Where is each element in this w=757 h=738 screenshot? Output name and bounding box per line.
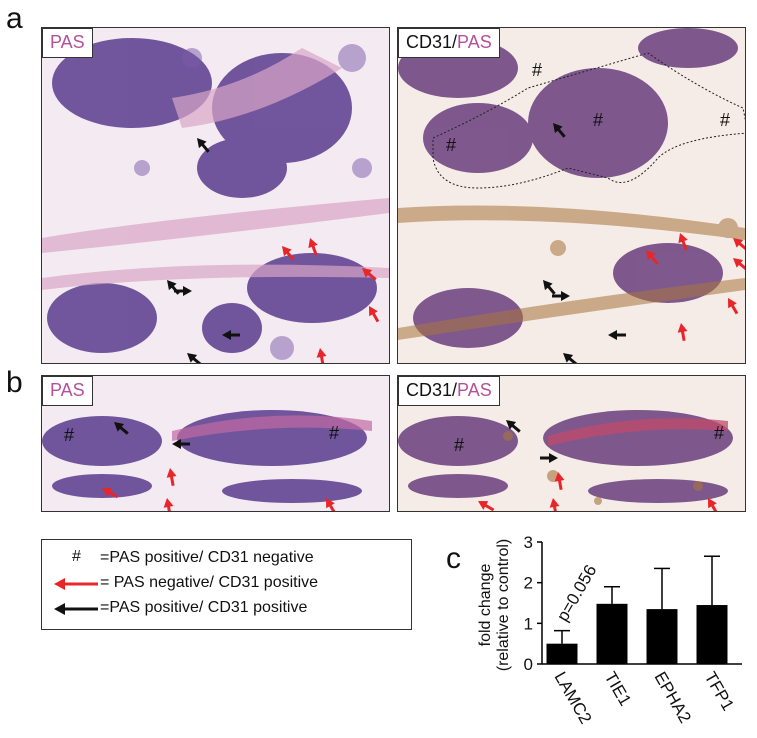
red-arrow-icon [166,468,177,486]
red-arrow-icon [362,268,377,281]
black-arrow-icon [543,280,556,295]
red-arrow-icon [678,233,688,251]
red-arrow-icon [478,501,495,511]
y-tick-label: 2 [524,574,533,593]
label-stain-pas: PAS [457,32,492,52]
x-tick-label: EPHA2 [651,669,695,727]
label-stain-cd31: CD31 [406,380,453,400]
red-arrow-icon [369,306,380,323]
black-arrow-icon [114,422,129,435]
hash-mark: # [446,135,456,155]
red-arrow-icon [708,498,718,511]
red-arrow-icon [646,250,659,265]
hash-mark: # [532,60,542,80]
panel-a-letter: a [6,2,23,35]
legend-text: =PAS positive/ CD31 negative [100,549,314,566]
red-arrow-icon [163,498,174,511]
hash-mark: # [714,423,724,443]
red-arrow-icon [316,348,327,363]
y-tick-label: 3 [524,533,533,552]
label-separator: / [452,32,458,52]
red-arrow-icon [728,298,739,315]
black-arrow-icon [553,123,566,138]
pas-tissue-image [42,28,389,363]
y-axis-label-sub: (relative to control) [495,539,512,672]
black-arrow-icon [172,439,190,449]
black-arrow-icon [552,291,570,301]
label-stain-cd31: CD31 [406,32,453,52]
black-arrow-icon [197,138,210,153]
hash-symbol: # [72,548,81,565]
bar [646,609,678,664]
label-separator: / [452,380,458,400]
bar-chart: 0 1 2 3 fold change (relative to control) LAMC… [477,533,742,728]
red-arrow-icon [102,488,119,499]
y-tick-label: 1 [524,614,533,633]
x-tick-label: TIE1 [601,669,635,710]
red-arrow-icon [733,258,745,271]
hash-mark: # [454,435,464,455]
hash-mark: # [593,110,603,130]
label-stain-pas: PAS [457,380,492,400]
black-arrow-icon [54,603,98,615]
x-tick-label: LAMC2 [551,669,596,728]
panel-c-letter: c [446,542,461,575]
black-arrow-icon [506,420,521,433]
panel-a-left-label: PAS [42,28,93,58]
panel-a-cd31-pas-micrograph: # # # # CD31/PAS [397,27,746,364]
red-arrow-icon [54,578,98,590]
label-stain-pas: PAS [50,380,85,400]
panel-b-pas-micrograph: # # PAS [41,375,390,512]
black-arrow-icon [540,453,558,463]
hash-mark: # [64,425,74,445]
black-arrow-icon [608,330,626,340]
p-value-annotation: p=0.056 [553,562,600,625]
hash-mark: # [329,423,339,443]
panel-b-right-label: CD31/PAS [398,376,500,406]
bar [596,603,628,664]
red-arrow-icon [677,323,688,341]
black-arrow-icon [187,353,202,363]
y-axis-label: fold change [477,564,494,647]
x-tick-label: TFP1 [701,669,738,714]
panel-b-letter: b [6,366,23,399]
red-arrow-icon [549,498,560,511]
panel-a-pas-micrograph: PAS [41,27,390,364]
black-arrow-icon [563,353,578,363]
red-arrow-icon [326,498,336,511]
y-tick-label: 0 [524,655,533,674]
legend-box: # =PAS positive/ CD31 negative = PAS neg… [41,539,412,630]
hash-mark: # [720,110,730,130]
panel-b-left-label: PAS [42,376,93,406]
pas-tissue-strip: # # [42,376,389,511]
red-arrow-icon [282,246,295,261]
label-stain-pas: PAS [50,32,85,52]
panel-a-right-label: CD31/PAS [398,28,500,58]
legend-text: =PAS positive/ CD31 positive [100,599,308,616]
black-arrow-icon [222,330,240,340]
bar [696,605,728,664]
bar [546,643,578,664]
red-arrow-icon [554,472,565,490]
panel-b-cd31-pas-micrograph: # # CD31/PAS [397,375,746,512]
red-arrow-icon [733,238,745,251]
cd31-pas-tissue-image: # # # # [398,28,745,363]
black-arrow-icon [174,286,192,296]
legend-text: = PAS negative/ CD31 positive [100,574,319,591]
red-arrow-icon [308,238,318,256]
